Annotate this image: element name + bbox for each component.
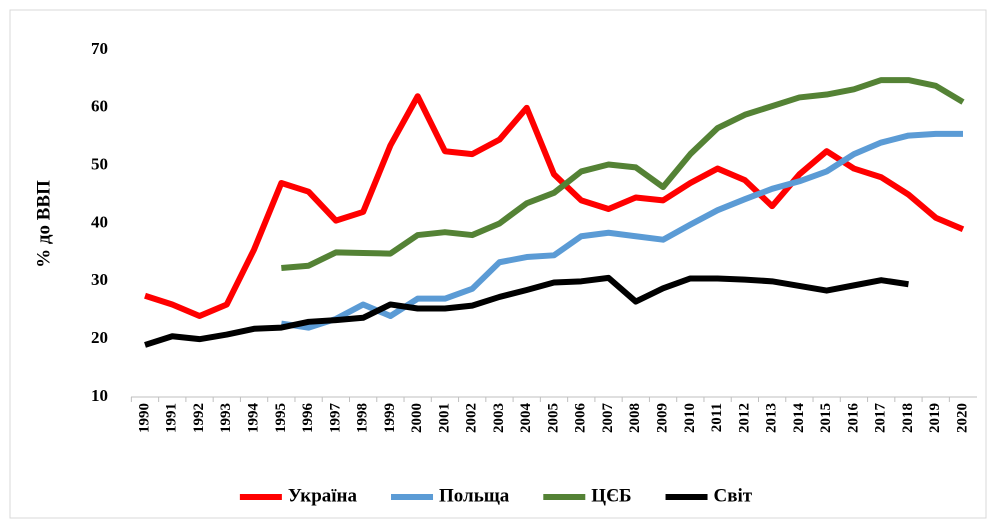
x-tick-label: 2015: [818, 403, 834, 433]
x-tick-label: 2012: [736, 403, 752, 433]
x-tick-label: 2000: [409, 403, 425, 433]
x-tick-label: 2008: [627, 403, 643, 433]
y-tick-label: 40: [91, 212, 108, 231]
x-tick-label: 2018: [900, 403, 916, 433]
x-tick-label: 2017: [873, 403, 889, 434]
x-tick-label: 1994: [246, 403, 262, 434]
x-tick-label: 1996: [300, 403, 316, 434]
x-tick-label: 2013: [764, 403, 780, 433]
x-tick-label: 1997: [327, 403, 343, 434]
x-tick-label: 2003: [491, 403, 507, 433]
series-line: [280, 130, 963, 331]
x-tick-label: 2016: [845, 403, 861, 434]
y-tick-label: 10: [91, 386, 108, 405]
series-line: [281, 77, 965, 272]
y-tick-label: 60: [91, 97, 108, 116]
y-axis-label: % до ВВП: [33, 180, 54, 268]
series-line: [144, 274, 909, 348]
x-tick-label: 2005: [545, 403, 561, 433]
x-tick-label: 2004: [518, 403, 534, 434]
y-tick-label: 20: [91, 328, 108, 347]
x-tick-label: 1995: [273, 403, 289, 433]
x-tick-label: 1998: [355, 403, 371, 433]
x-tick-label: 2001: [436, 403, 452, 433]
x-tick-label: 2002: [464, 403, 480, 433]
legend-label: Україна: [288, 485, 358, 506]
x-tick-label: 2009: [655, 403, 671, 433]
y-tick-label: 70: [91, 39, 108, 58]
x-tick-label: 1992: [191, 403, 207, 433]
x-tick-label: 1999: [382, 403, 398, 433]
legend-label: Польща: [439, 485, 510, 506]
x-tick-label: 1991: [164, 403, 180, 433]
x-tick-label: 2019: [927, 403, 943, 433]
series-line: [144, 93, 965, 320]
legend-label: Світ: [714, 485, 753, 506]
x-tick-label: 2006: [573, 403, 589, 434]
x-tick-label: 2007: [600, 403, 616, 434]
y-tick-label: 30: [91, 270, 108, 289]
x-tick-label: 1993: [218, 403, 234, 433]
legend-label: ЦЄБ: [591, 485, 631, 506]
x-tick-label: 2020: [954, 403, 970, 433]
y-tick-label: 50: [91, 155, 108, 174]
x-tick-label: 1990: [136, 403, 152, 433]
x-tick-label: 2011: [709, 403, 725, 432]
x-tick-label: 2010: [682, 403, 698, 433]
x-tick-label: 2014: [791, 403, 807, 434]
